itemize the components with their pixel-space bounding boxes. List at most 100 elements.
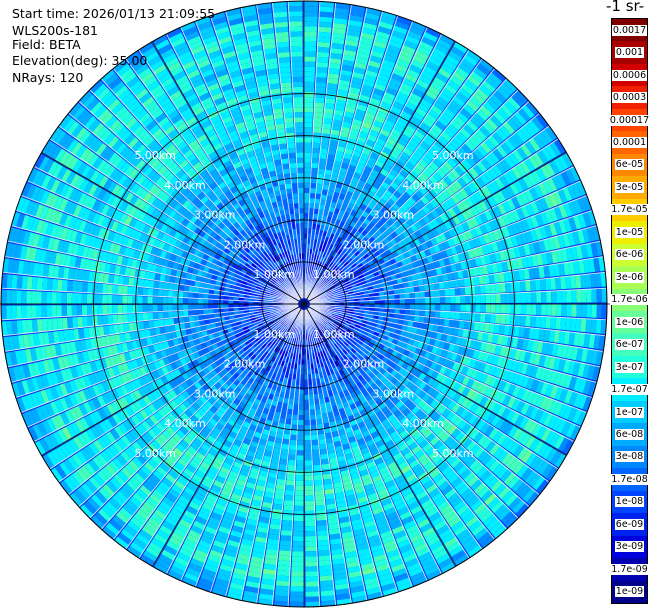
- range-gate: [392, 68, 406, 78]
- range-gate: [354, 370, 362, 378]
- range-gate: [465, 208, 475, 219]
- range-gate: [483, 363, 492, 374]
- range-gate: [489, 343, 497, 354]
- range-gate: [503, 78, 518, 93]
- range-gate: [570, 425, 581, 441]
- range-gate: [374, 115, 386, 124]
- range-gate: [304, 16, 318, 22]
- range-gate: [404, 161, 415, 170]
- range-gate: [305, 591, 320, 597]
- range-gate: [375, 236, 383, 244]
- range-gate: [491, 334, 499, 344]
- range-gate: [306, 243, 310, 249]
- range-gate: [435, 304, 441, 311]
- range-gate: [493, 111, 506, 124]
- range-gate: [305, 500, 315, 506]
- range-gate: [356, 331, 363, 337]
- range-gate: [405, 473, 417, 483]
- range-gate: [352, 360, 359, 367]
- range-gate: [439, 365, 447, 375]
- range-gate: [493, 366, 501, 378]
- range-gate: [443, 127, 456, 139]
- range-gate: [511, 93, 525, 107]
- range-gate: [461, 386, 471, 397]
- range-gate: [449, 138, 461, 150]
- range-gate: [520, 432, 532, 446]
- range-gate: [449, 288, 456, 296]
- range-gate: [393, 177, 402, 186]
- range-gate: [556, 419, 567, 434]
- range-gate: [349, 260, 355, 266]
- range-gate: [312, 449, 320, 456]
- range-gate: [541, 291, 547, 303]
- range-gate: [576, 347, 584, 362]
- range-gate: [403, 40, 418, 50]
- range-gate: [365, 256, 372, 263]
- range-gate: [530, 291, 537, 303]
- range-gate: [440, 266, 448, 274]
- range-gate: [347, 251, 354, 258]
- range-gate: [397, 155, 408, 165]
- range-gate: [310, 183, 316, 189]
- range-gate: [341, 335, 348, 341]
- range-gate: [357, 47, 371, 55]
- range-gate: [413, 486, 425, 496]
- range-gate: [345, 358, 352, 365]
- range-gate: [345, 365, 352, 372]
- range-gate: [305, 561, 318, 567]
- range-gate: [324, 169, 332, 176]
- range-gate: [319, 288, 325, 292]
- range-gate: [425, 132, 437, 143]
- range-gate: [561, 345, 569, 359]
- range-gate: [377, 73, 390, 82]
- range-gate: [326, 254, 332, 261]
- range-gate: [360, 32, 375, 41]
- range-gate: [323, 270, 328, 276]
- range-gate: [478, 235, 487, 246]
- range-gate: [486, 264, 494, 274]
- range-gate: [328, 244, 334, 250]
- range-gate: [318, 267, 323, 273]
- range-gate: [568, 375, 578, 390]
- range-gate: [338, 172, 346, 179]
- range-gate: [304, 253, 307, 259]
- range-gate: [442, 146, 454, 157]
- range-gate: [282, 438, 290, 445]
- range-gate: [369, 296, 375, 301]
- range-gate: [331, 324, 337, 330]
- range-gate: [492, 525, 507, 539]
- range-gate: [457, 213, 466, 223]
- range-gate: [365, 336, 372, 342]
- range-gate: [470, 369, 479, 380]
- range-gate: [514, 89, 529, 104]
- range-gate: [360, 280, 367, 285]
- range-gate: [347, 344, 353, 351]
- range-gate: [381, 181, 390, 190]
- range-gate: [562, 152, 574, 168]
- range-gate: [468, 167, 479, 179]
- range-gate: [375, 371, 383, 379]
- range-gate: [319, 280, 325, 286]
- range-gate: [299, 399, 304, 405]
- range-gate: [472, 92, 486, 105]
- range-gate: [373, 142, 384, 151]
- range-gate: [405, 124, 416, 134]
- range-gate: [433, 439, 444, 450]
- range-gate: [360, 89, 372, 98]
- range-gate: [347, 315, 353, 320]
- range-gate: [445, 350, 453, 360]
- range-gate: [431, 124, 443, 135]
- range-gate: [374, 243, 382, 251]
- range-gate: [313, 122, 323, 129]
- range-gate: [310, 269, 313, 275]
- range-gate: [338, 324, 344, 329]
- range-gate: [567, 232, 576, 246]
- range-gate: [346, 101, 357, 109]
- range-gate: [365, 69, 378, 78]
- range-gate: [340, 69, 353, 77]
- range-gate: [595, 272, 602, 288]
- range-gate: [344, 346, 351, 353]
- range-gate: [479, 255, 487, 266]
- range-gate: [554, 372, 563, 386]
- range-gate: [304, 81, 315, 88]
